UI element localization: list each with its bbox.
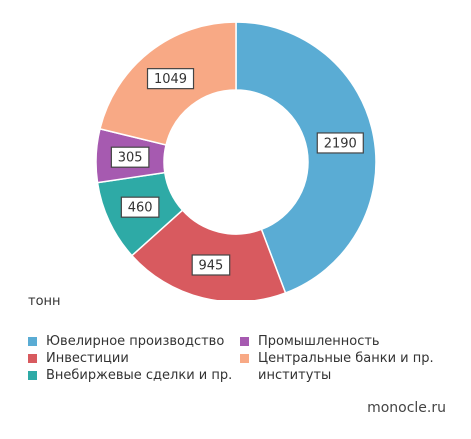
legend-swatch-central-banks: [240, 354, 249, 363]
slice-label-box-2: [120, 196, 160, 218]
legend-item-otc: Внебиржевые сделки и пр.: [28, 367, 232, 384]
slice-label-box-1: [191, 254, 231, 276]
donut-chart: 2190 945 460 305 1049: [95, 21, 377, 300]
legend-swatch-jewelry: [28, 337, 37, 346]
slice-label-box-0: [316, 132, 364, 154]
slice-label-2: 460: [128, 201, 153, 216]
slice-0: [235, 21, 377, 294]
legend: Ювелирное производство Промышленность Ин…: [28, 333, 458, 389]
legend-item-industry: Промышленность: [240, 333, 380, 350]
legend-label-central-banks: Центральные банки и пр. институты: [258, 351, 434, 383]
slice-label-0: 2190: [324, 136, 357, 151]
legend-item-jewelry: Ювелирное производство: [28, 333, 224, 350]
slice-label-4: 1049: [154, 72, 187, 87]
legend-label-investments: Инвестиции: [46, 351, 129, 366]
slice-label-box-4: [146, 68, 195, 90]
slice-label-box-3: [110, 146, 150, 168]
slice-label-1: 945: [199, 258, 224, 273]
legend-swatch-investments: [28, 354, 37, 363]
legend-label-industry: Промышленность: [258, 334, 380, 349]
legend-label-otc: Внебиржевые сделки и пр.: [46, 368, 233, 383]
legend-swatch-otc: [28, 371, 37, 380]
slice-label-3: 305: [118, 151, 143, 166]
legend-item-investments: Инвестиции: [28, 350, 129, 367]
unit-label: тонн: [28, 294, 61, 309]
source-label: monocle.ru: [367, 400, 446, 416]
legend-item-central-banks: Центральные банки и пр. институты: [240, 350, 434, 384]
legend-swatch-industry: [240, 337, 249, 346]
legend-label-jewelry: Ювелирное производство: [46, 334, 225, 349]
